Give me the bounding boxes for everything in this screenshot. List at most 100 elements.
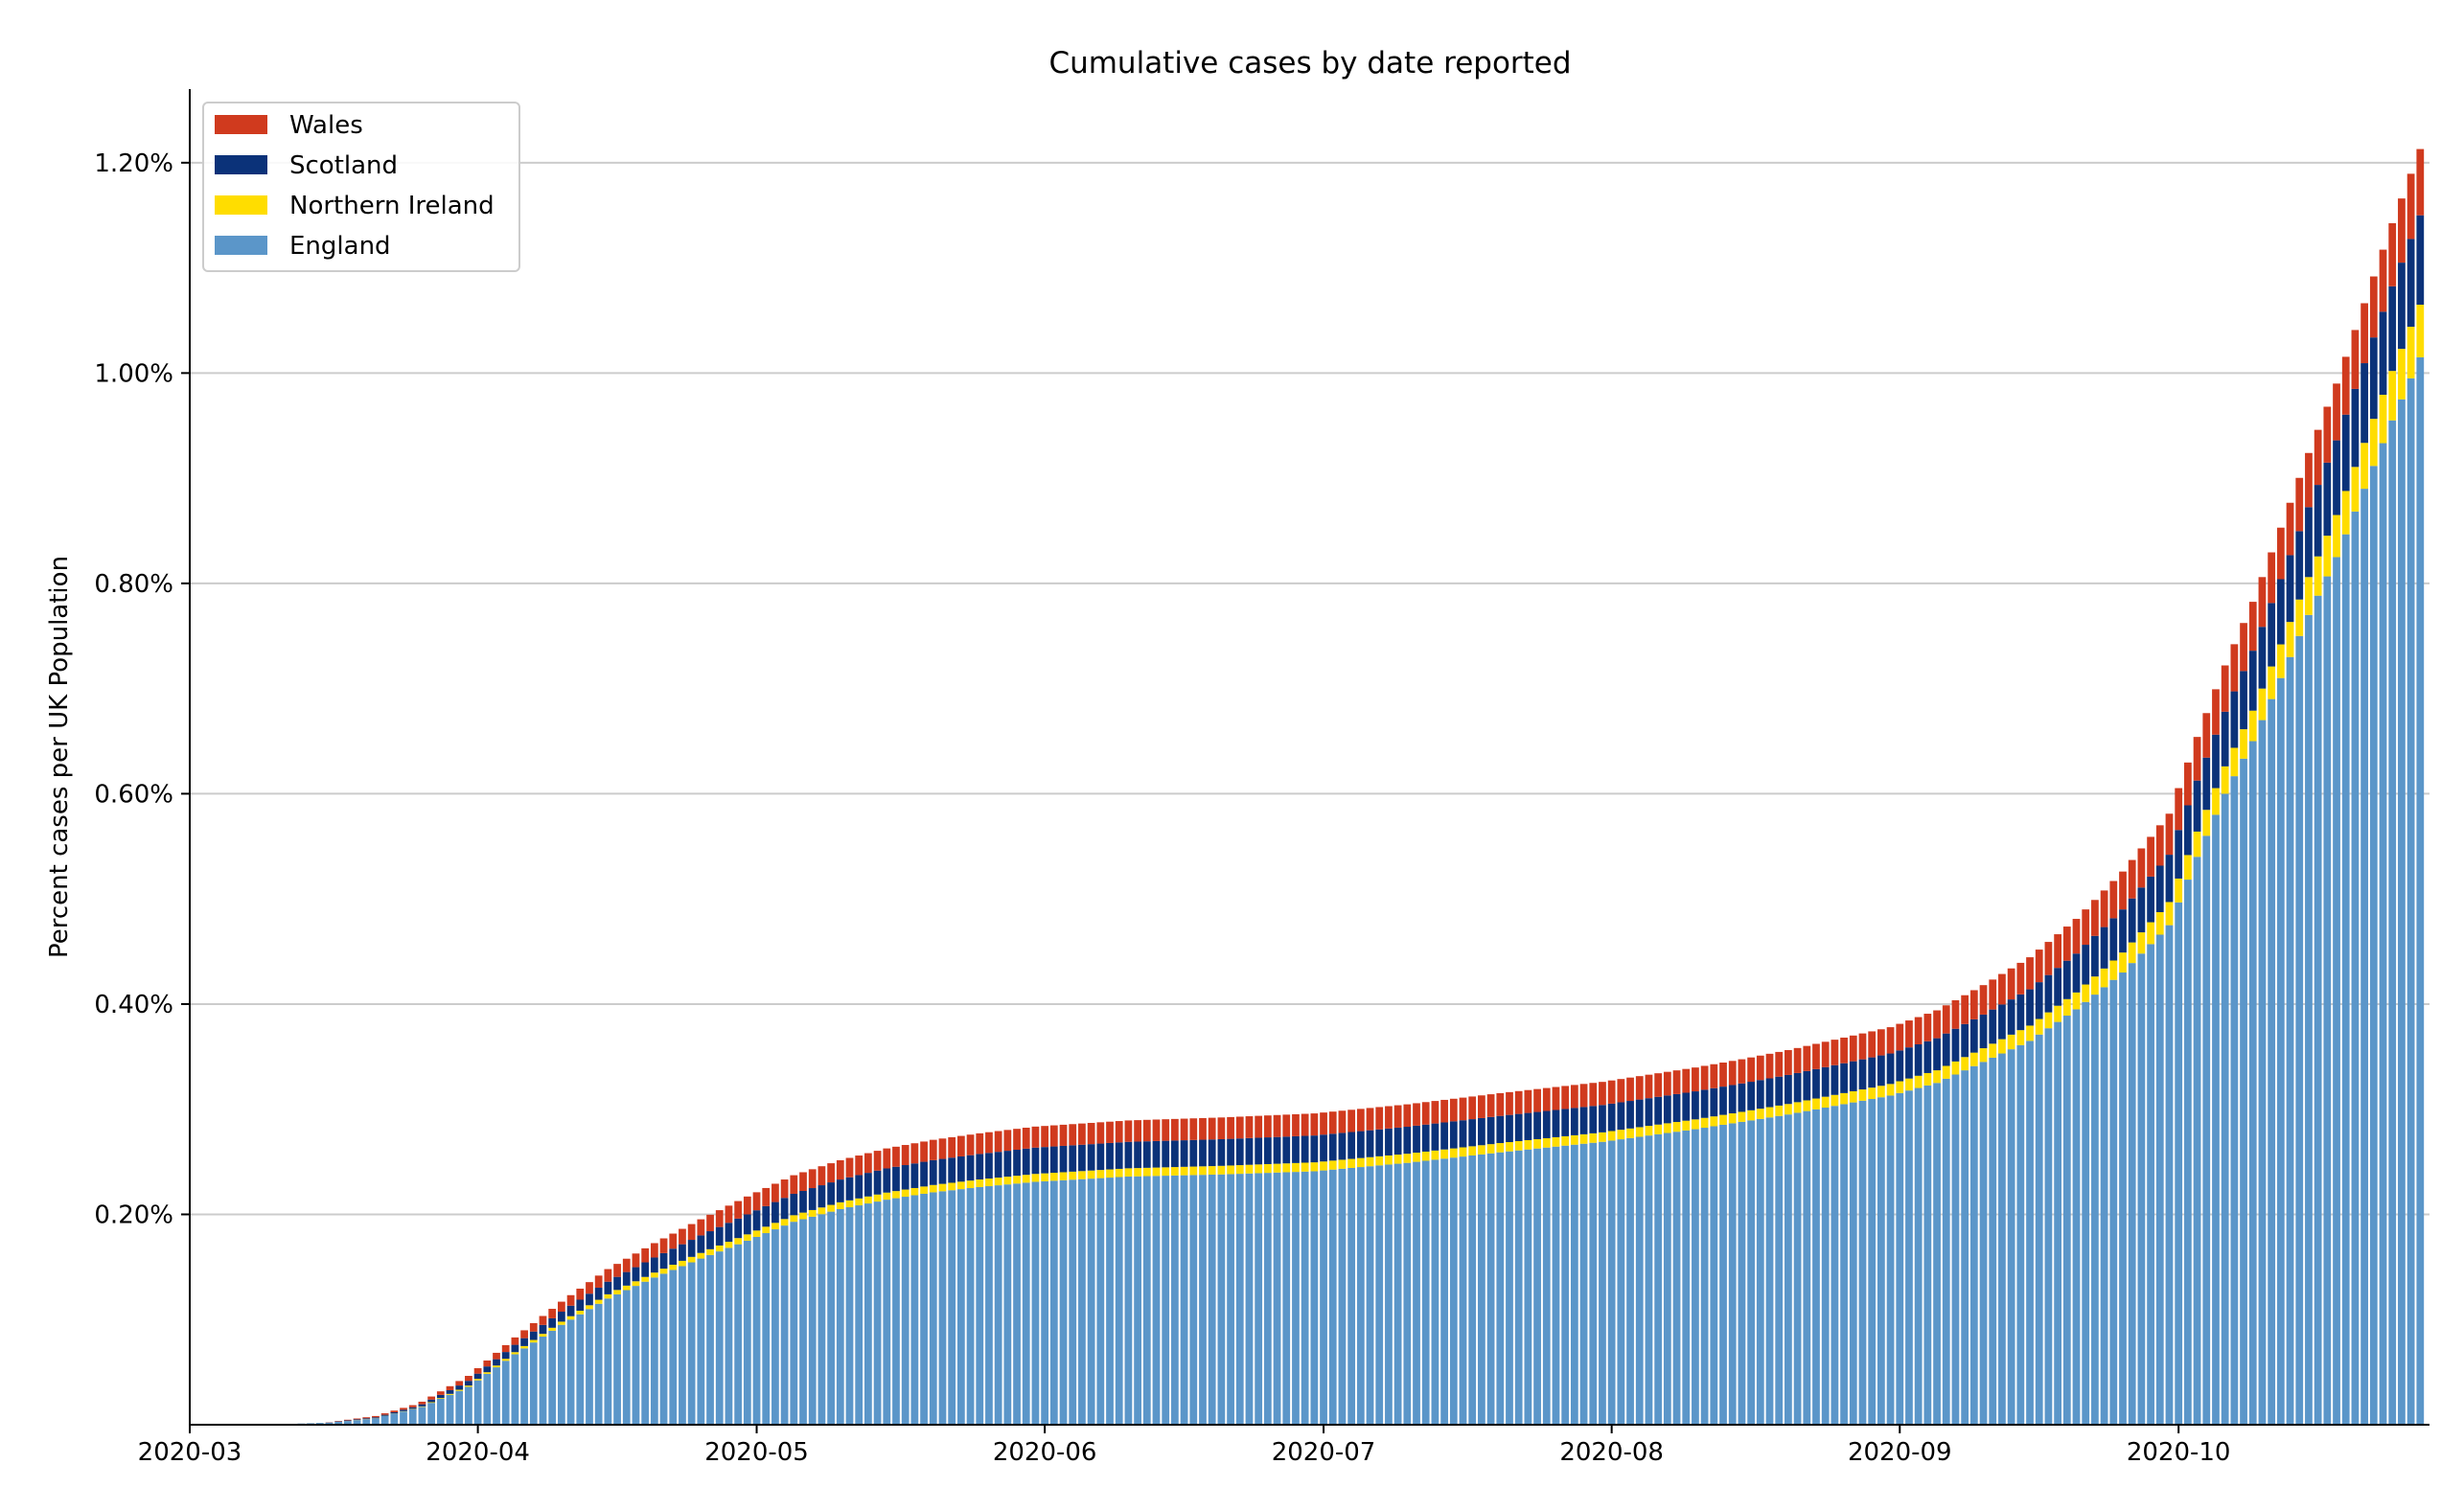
bar-northern-ireland (1022, 1175, 1030, 1183)
bar-scotland (1896, 1050, 1904, 1082)
bar-england (1366, 1166, 1374, 1425)
bar-england (1738, 1121, 1746, 1425)
bar-scotland (2212, 734, 2220, 789)
x-tick-label: 2020-04 (426, 1438, 530, 1467)
bar-england (622, 1290, 631, 1425)
bar-wales (771, 1183, 779, 1202)
bar-wales (1589, 1083, 1598, 1107)
bar-scotland (1710, 1087, 1718, 1117)
bar-england (1785, 1114, 1792, 1425)
bar-england (1375, 1165, 1384, 1425)
bar-northern-ireland (1292, 1162, 1300, 1173)
bar-northern-ireland (1645, 1126, 1653, 1136)
bar-northern-ireland (1868, 1087, 1877, 1100)
bar-wales (1877, 1029, 1885, 1056)
bar-wales (920, 1141, 928, 1162)
bar-england (586, 1309, 593, 1425)
bar-scotland (1858, 1059, 1867, 1090)
bar-scotland (762, 1205, 771, 1227)
bar-england (1877, 1097, 1885, 1425)
bar-england (2054, 1021, 2061, 1425)
bar-northern-ireland (1700, 1117, 1709, 1129)
bar-wales (493, 1352, 500, 1360)
bar-england (2314, 595, 2322, 1425)
bar-england (1961, 1070, 1969, 1425)
bar-northern-ireland (1403, 1154, 1412, 1163)
bar-england (1933, 1083, 1941, 1425)
bar-wales (1328, 1111, 1337, 1134)
bar-england (2221, 793, 2229, 1425)
bar-england (1654, 1133, 1663, 1425)
bar-northern-ireland (1255, 1164, 1263, 1174)
bar-scotland (576, 1299, 585, 1312)
bar-england (1255, 1173, 1263, 1425)
bar-wales (1440, 1099, 1448, 1123)
bar-england (1217, 1174, 1226, 1425)
bar-scotland (1570, 1108, 1578, 1135)
bar-wales (817, 1166, 826, 1186)
bar-northern-ireland (734, 1238, 743, 1245)
bar-scotland (1812, 1068, 1820, 1099)
bar-scotland (1403, 1127, 1412, 1155)
bar-wales (743, 1196, 751, 1215)
bar-scotland (1561, 1109, 1570, 1136)
bar-england (2333, 557, 2340, 1425)
bar-wales (938, 1138, 947, 1159)
bar-northern-ireland (1440, 1149, 1448, 1159)
bar-scotland (1654, 1096, 1663, 1125)
bar-northern-ireland (2165, 902, 2174, 926)
bar-northern-ireland (1217, 1165, 1226, 1175)
bar-wales (2398, 198, 2406, 263)
bar-northern-ireland (2416, 305, 2425, 357)
bar-wales (566, 1294, 575, 1306)
bar-wales (1431, 1101, 1439, 1124)
bar-wales (1049, 1125, 1058, 1147)
bar-england (1328, 1169, 1337, 1425)
bar-northern-ireland (1812, 1098, 1820, 1110)
bar-scotland (1793, 1072, 1802, 1103)
bar-wales (1969, 990, 1978, 1019)
bar-england (743, 1240, 751, 1425)
bar-wales (2054, 934, 2061, 969)
bar-northern-ireland (1617, 1130, 1625, 1140)
bar-wales (586, 1282, 593, 1294)
bar-scotland (2155, 865, 2164, 913)
bar-scotland (2360, 363, 2368, 444)
bar-scotland (436, 1394, 445, 1399)
bar-england (2082, 1001, 2090, 1425)
bar-scotland (1663, 1095, 1671, 1124)
bar-wales (1124, 1120, 1133, 1142)
bar-scotland (1078, 1144, 1086, 1172)
bar-england (1821, 1108, 1830, 1425)
bar-northern-ireland (743, 1234, 751, 1241)
bar-wales (390, 1410, 399, 1413)
bar-scotland (493, 1359, 500, 1366)
bar-wales (1961, 995, 1969, 1024)
bar-northern-ireland (1942, 1065, 1950, 1079)
bar-northern-ireland (1096, 1170, 1105, 1178)
bar-scotland (910, 1163, 919, 1188)
bar-northern-ireland (2295, 599, 2304, 636)
bar-england (2276, 677, 2285, 1425)
bar-scotland (2026, 989, 2034, 1026)
bar-wales (2248, 602, 2257, 652)
bar-northern-ireland (501, 1359, 510, 1361)
bar-scotland (1969, 1018, 1978, 1053)
bar-scotland (2184, 805, 2192, 856)
bar-northern-ireland (1533, 1138, 1541, 1149)
bar-northern-ireland (1719, 1114, 1727, 1125)
bar-scotland (1115, 1142, 1123, 1169)
bar-northern-ireland (1961, 1057, 1969, 1071)
bar-wales (2035, 949, 2043, 983)
bar-scotland (1049, 1146, 1058, 1174)
bar-scotland (2323, 462, 2332, 537)
bar-wales (650, 1243, 658, 1258)
bar-england (808, 1216, 817, 1425)
bar-wales (1292, 1113, 1300, 1136)
bar-wales (985, 1132, 993, 1154)
bar-england (390, 1413, 399, 1425)
bar-england (910, 1195, 919, 1425)
bar-northern-ireland (1486, 1144, 1495, 1154)
bar-england (380, 1416, 389, 1425)
bar-england (1162, 1176, 1170, 1425)
